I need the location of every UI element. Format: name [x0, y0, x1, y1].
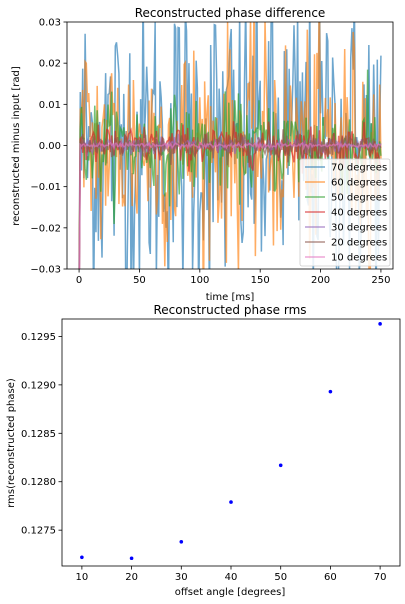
legend-label: 60 degrees — [331, 178, 387, 189]
y-tick-label: 0.02 — [39, 59, 61, 70]
series-line — [78, 140, 381, 269]
x-tick-label: 20 — [125, 572, 138, 583]
y-axis: −0.03 −0.02 −0.01 0.00 0.01 0.02 0.03 — [30, 18, 67, 276]
y-tick-label: 0.1295 — [21, 332, 56, 343]
y-tick-label: −0.03 — [30, 265, 61, 276]
chart-title: Reconstructed phase rms — [153, 303, 306, 317]
x-tick-label: 40 — [225, 572, 238, 583]
legend-label: 20 degrees — [331, 238, 387, 249]
plot-frame — [61, 318, 401, 567]
x-tick-label: 70 — [374, 572, 387, 583]
x-tick-label: 100 — [190, 275, 209, 286]
data-point — [328, 389, 333, 394]
x-tick-label: 0 — [76, 275, 82, 286]
y-tick-label: 0.1280 — [21, 477, 56, 488]
x-tick-label: 30 — [175, 572, 188, 583]
data-point — [129, 556, 134, 561]
y-tick-label: 0.01 — [39, 100, 61, 111]
data-point — [80, 555, 84, 560]
data-point — [229, 500, 233, 504]
x-axis: 0 50 100 150 200 250 — [76, 269, 390, 286]
phase-rms-chart: Reconstructed phase rms 10 20 30 40 50 60 70 0… — [6, 303, 401, 598]
legend-label: 30 degrees — [331, 223, 387, 234]
x-axis-label: offset angle [degrees] — [175, 587, 286, 598]
y-axis-label: rms(reconstructed phase) — [6, 378, 17, 508]
y-tick-label: 0.03 — [39, 18, 61, 29]
data-point — [378, 322, 382, 326]
legend-box — [299, 158, 391, 267]
data-point — [278, 463, 283, 468]
y-tick-label: −0.02 — [30, 223, 61, 234]
x-tick-label: 50 — [274, 572, 287, 583]
y-tick-label: 0.1275 — [21, 526, 56, 537]
data-point — [179, 539, 184, 544]
x-tick-label: 200 — [311, 275, 330, 286]
x-tick-label: 10 — [76, 572, 89, 583]
scatter-points — [80, 322, 382, 561]
x-axis-label: time [ms] — [206, 292, 255, 303]
x-axis: 10 20 30 40 50 60 70 — [76, 566, 387, 583]
y-axis: 0.1275 0.1280 0.1285 0.1290 0.1295 — [21, 332, 62, 537]
legend-label: 40 degrees — [331, 208, 387, 219]
x-tick-label: 60 — [324, 572, 337, 583]
series-line — [78, 22, 382, 269]
x-tick-label: 150 — [251, 275, 270, 286]
phase-difference-chart: Reconstructed phase difference 0 50 100 150… — [11, 6, 394, 303]
y-tick-label: 0.1290 — [21, 380, 56, 391]
x-tick-label: 50 — [133, 275, 146, 286]
chart-title: Reconstructed phase difference — [135, 6, 326, 20]
x-tick-label: 250 — [371, 275, 390, 286]
legend: 70 degrees 60 degrees 50 degrees 40 degrees… — [299, 158, 391, 267]
y-axis-label: reconstructed minus input [rad] — [11, 66, 22, 226]
y-tick-label: 0.00 — [39, 141, 61, 152]
y-tick-label: 0.1285 — [21, 429, 56, 440]
y-tick-label: −0.01 — [30, 182, 61, 193]
legend-label: 70 degrees — [331, 163, 387, 174]
legend-label: 10 degrees — [331, 253, 387, 264]
legend-label: 50 degrees — [331, 193, 387, 204]
